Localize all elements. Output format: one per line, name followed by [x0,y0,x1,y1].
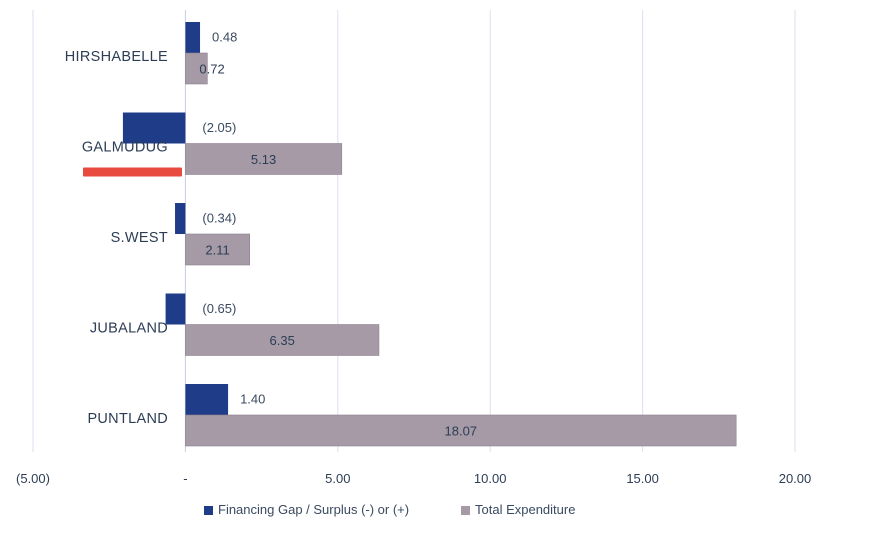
gap-bar [175,203,186,234]
category-label: HIRSHABELLE [65,49,168,65]
x-tick-label: - [183,471,187,486]
expenditure-bar [185,52,208,85]
expenditure-data-label: 5.13 [251,152,276,167]
expenditure-data-label: 0.72 [199,62,224,77]
gap-data-label: (0.34) [202,211,236,226]
x-tick-label: (5.00) [16,471,50,486]
category-label: PUNTLAND [87,411,168,427]
expenditure-bar [185,324,380,356]
legend-swatch-expenditure [461,506,470,515]
expenditure-bar [185,233,251,266]
gap-data-label: 0.48 [212,30,237,45]
gap-data-label: (0.65) [202,301,236,316]
gap-bar [185,384,229,415]
expenditure-data-label: 2.11 [205,243,229,258]
category-label: S.WEST [111,230,168,246]
expenditure-bar [185,414,737,447]
expenditure-bar [185,143,343,175]
legend-swatch-gap [204,506,213,515]
gap-bar [165,293,186,325]
expenditure-data-label: 6.35 [270,333,295,348]
legend-label-expenditure: Total Expenditure [475,502,575,517]
x-tick-label: 15.00 [626,471,659,486]
x-tick-label: 10.00 [474,471,507,486]
gap-bar [122,112,186,144]
category-label: JUBALAND [90,320,168,336]
x-tick-label: 20.00 [779,471,812,486]
gap-data-label: 1.40 [240,392,265,407]
gap-data-label: (2.05) [202,120,236,135]
category-label: GALMUDUG [82,139,168,155]
legend-label-gap: Financing Gap / Surplus (-) or (+) [218,502,409,517]
expenditure-data-label: 18.07 [445,424,478,439]
x-tick-label: 5.00 [325,471,350,486]
annotation-underline [83,167,182,177]
gap-bar [185,22,201,53]
